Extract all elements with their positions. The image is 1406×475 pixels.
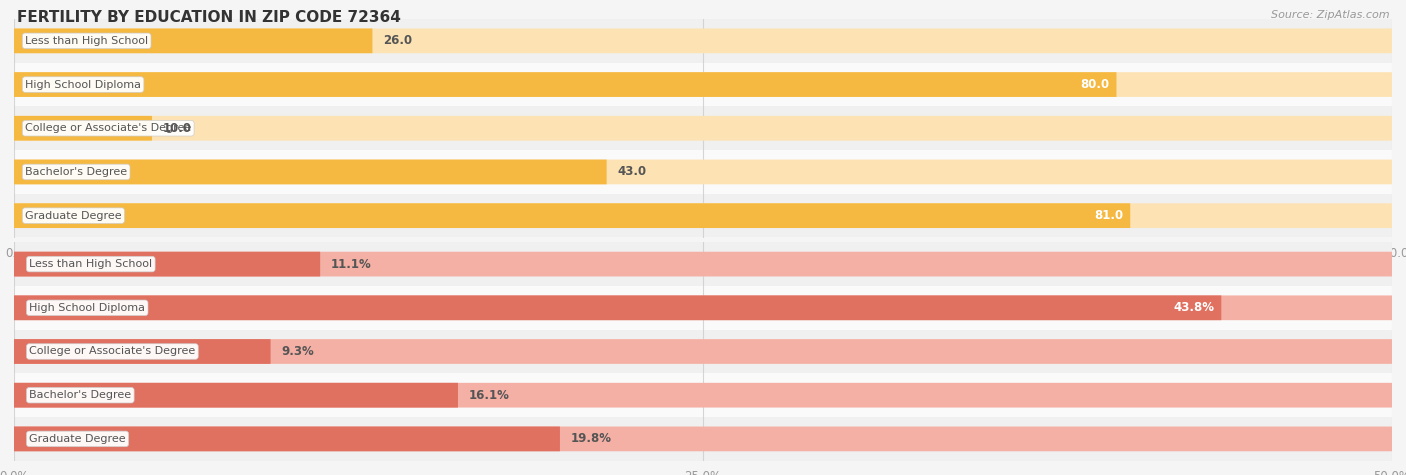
FancyBboxPatch shape [14, 160, 606, 184]
FancyBboxPatch shape [14, 252, 321, 276]
FancyBboxPatch shape [14, 72, 1116, 97]
FancyBboxPatch shape [14, 116, 1392, 141]
Text: 43.8%: 43.8% [1173, 301, 1215, 314]
Text: 11.1%: 11.1% [330, 257, 371, 271]
FancyBboxPatch shape [14, 116, 152, 141]
Text: 26.0: 26.0 [384, 34, 412, 48]
FancyBboxPatch shape [14, 203, 1130, 228]
Text: College or Associate's Degree: College or Associate's Degree [25, 123, 191, 133]
FancyBboxPatch shape [14, 19, 1392, 63]
FancyBboxPatch shape [14, 106, 1392, 150]
Text: 10.0: 10.0 [163, 122, 191, 135]
Text: 81.0: 81.0 [1094, 209, 1123, 222]
FancyBboxPatch shape [14, 427, 1392, 451]
FancyBboxPatch shape [14, 383, 458, 408]
Text: Source: ZipAtlas.com: Source: ZipAtlas.com [1271, 10, 1389, 19]
Text: Bachelor's Degree: Bachelor's Degree [30, 390, 131, 400]
FancyBboxPatch shape [14, 383, 1392, 408]
FancyBboxPatch shape [14, 28, 1392, 53]
Text: Graduate Degree: Graduate Degree [25, 210, 122, 221]
FancyBboxPatch shape [14, 295, 1222, 320]
Text: 19.8%: 19.8% [571, 432, 612, 446]
FancyBboxPatch shape [14, 63, 1392, 106]
FancyBboxPatch shape [14, 28, 373, 53]
Text: 16.1%: 16.1% [468, 389, 509, 402]
FancyBboxPatch shape [14, 160, 1392, 184]
FancyBboxPatch shape [14, 72, 1392, 97]
FancyBboxPatch shape [14, 339, 270, 364]
Text: High School Diploma: High School Diploma [25, 79, 141, 90]
FancyBboxPatch shape [14, 373, 1392, 417]
FancyBboxPatch shape [14, 339, 1392, 364]
FancyBboxPatch shape [14, 252, 1392, 276]
FancyBboxPatch shape [14, 295, 1392, 320]
FancyBboxPatch shape [14, 427, 560, 451]
FancyBboxPatch shape [14, 242, 1392, 286]
Text: High School Diploma: High School Diploma [30, 303, 145, 313]
FancyBboxPatch shape [14, 417, 1392, 461]
Text: College or Associate's Degree: College or Associate's Degree [30, 346, 195, 357]
Text: 9.3%: 9.3% [281, 345, 314, 358]
Text: FERTILITY BY EDUCATION IN ZIP CODE 72364: FERTILITY BY EDUCATION IN ZIP CODE 72364 [17, 10, 401, 25]
Text: Less than High School: Less than High School [30, 259, 152, 269]
Text: Less than High School: Less than High School [25, 36, 148, 46]
FancyBboxPatch shape [14, 203, 1392, 228]
Text: Bachelor's Degree: Bachelor's Degree [25, 167, 127, 177]
FancyBboxPatch shape [14, 150, 1392, 194]
Text: Graduate Degree: Graduate Degree [30, 434, 127, 444]
FancyBboxPatch shape [14, 330, 1392, 373]
Text: 43.0: 43.0 [617, 165, 647, 179]
FancyBboxPatch shape [14, 286, 1392, 330]
Text: 80.0: 80.0 [1080, 78, 1109, 91]
FancyBboxPatch shape [14, 194, 1392, 238]
